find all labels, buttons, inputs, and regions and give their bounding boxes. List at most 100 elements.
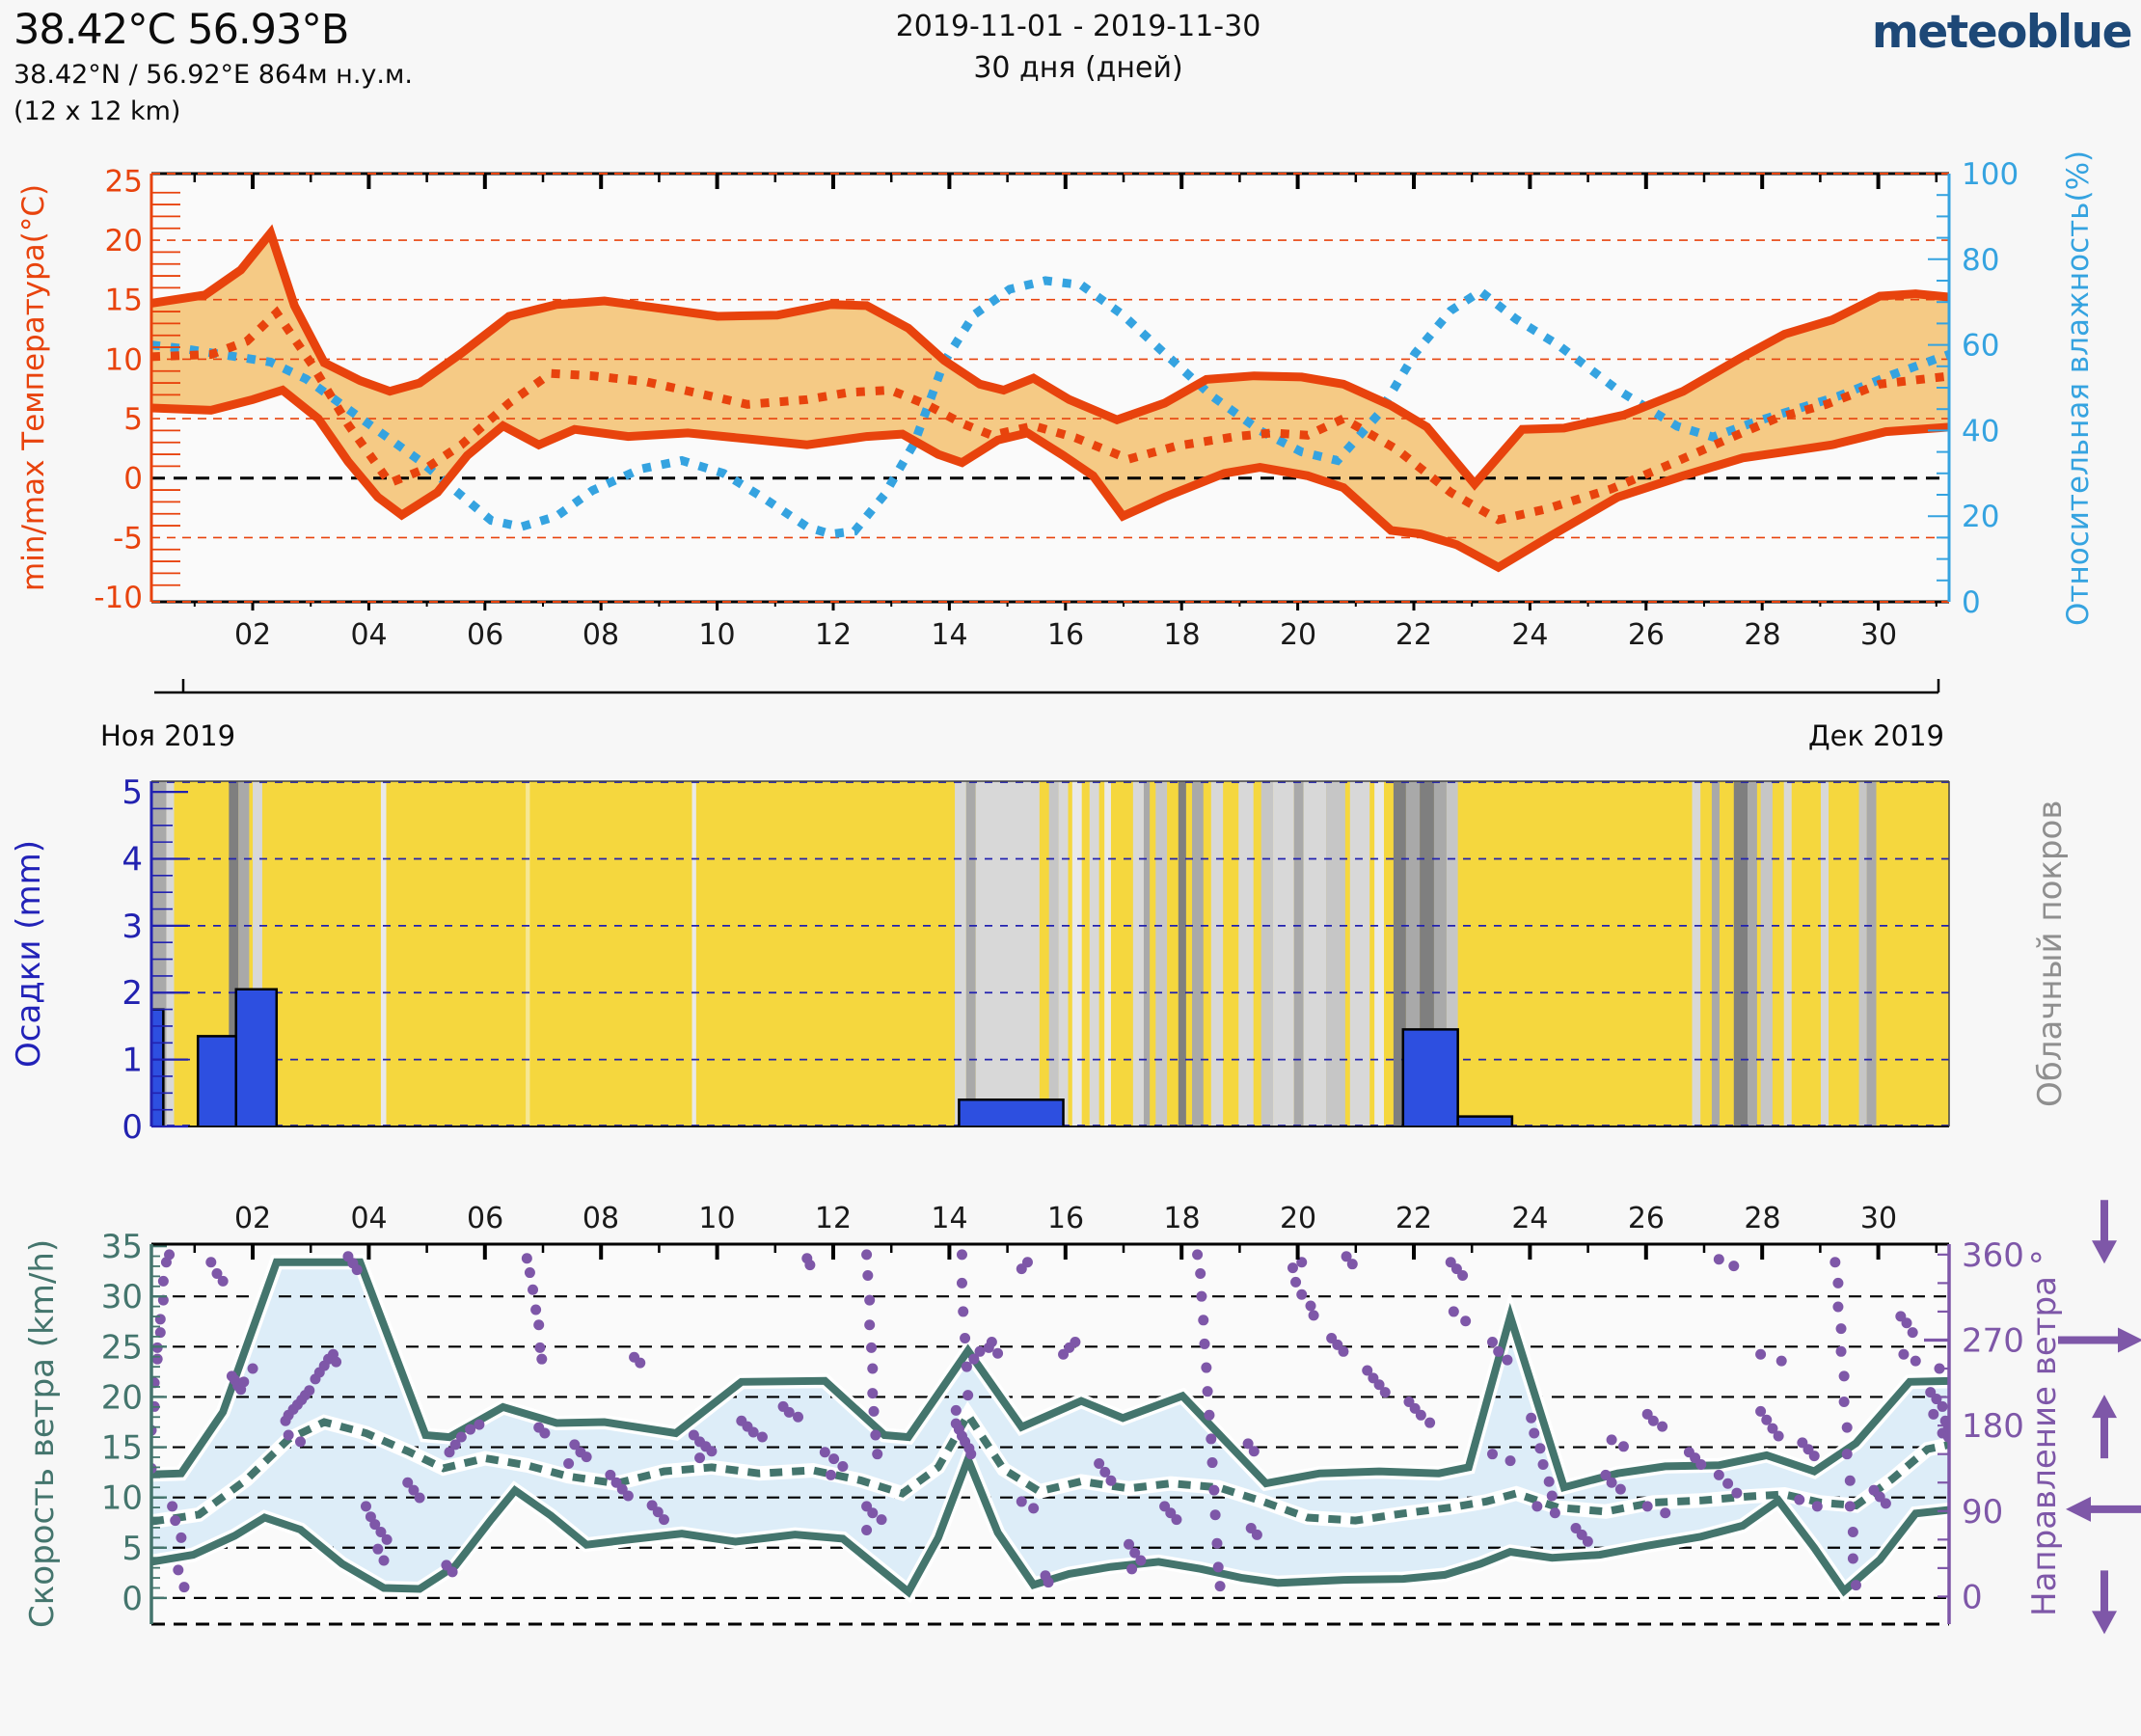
cloud-stripe bbox=[380, 781, 387, 1126]
wind-tick-label: 25 bbox=[101, 1328, 143, 1367]
day-label-wind: 26 bbox=[1628, 1202, 1665, 1235]
temp-tick-label: 15 bbox=[105, 284, 143, 318]
cloud-stripe bbox=[1733, 781, 1748, 1126]
day-label-wind: 10 bbox=[698, 1202, 735, 1235]
cloud-stripe bbox=[1374, 781, 1385, 1126]
temperature-band bbox=[151, 232, 1949, 568]
wind-tick-label: 20 bbox=[101, 1378, 143, 1417]
day-label: 04 bbox=[350, 618, 387, 652]
cloud-stripe bbox=[1238, 781, 1254, 1126]
cloud-stripe bbox=[1711, 781, 1720, 1126]
cloud-stripe bbox=[1821, 781, 1829, 1126]
temp-tick-label: -5 bbox=[113, 521, 143, 556]
precip-bar bbox=[234, 988, 279, 1126]
day-label: 14 bbox=[931, 618, 967, 652]
wind-tick-label: 0 bbox=[122, 1580, 143, 1618]
days-count: 30 дня (дней) bbox=[973, 51, 1183, 85]
wind-direction-arrow-left bbox=[2066, 1496, 2141, 1522]
humidity-tick-label: 20 bbox=[1962, 500, 1999, 534]
cloud-stripe bbox=[1326, 781, 1345, 1126]
wind-min-line bbox=[151, 1449, 1949, 1598]
temp-min-line bbox=[151, 385, 1949, 573]
cloud-stripe bbox=[1143, 781, 1151, 1126]
day-label-wind: 20 bbox=[1280, 1202, 1316, 1235]
cloud-stripe bbox=[1303, 781, 1327, 1126]
cloud-stripe bbox=[1748, 781, 1757, 1126]
humidity-tick-label: 60 bbox=[1962, 329, 1999, 364]
day-label: 16 bbox=[1047, 618, 1084, 652]
temperature-humidity-plot bbox=[151, 174, 1949, 602]
cloud-stripe bbox=[1349, 781, 1370, 1126]
precip-bar bbox=[958, 1099, 1065, 1126]
precip-bar bbox=[1456, 1115, 1514, 1126]
temp-max-line bbox=[151, 224, 1949, 491]
wind-mean-line bbox=[151, 1407, 1949, 1526]
wind-tick-label: 5 bbox=[122, 1530, 143, 1568]
cloud-cover-axis-label: Облачный покров bbox=[2031, 800, 2070, 1108]
day-label: 22 bbox=[1396, 618, 1432, 652]
precip-bar bbox=[196, 1035, 238, 1126]
humidity-tick-label: 0 bbox=[1962, 585, 1981, 620]
temp-tick-label: 10 bbox=[105, 342, 143, 377]
day-label-wind: 02 bbox=[234, 1202, 271, 1235]
wind-direction-arrow-down bbox=[2092, 1200, 2117, 1264]
day-label: 24 bbox=[1511, 618, 1548, 652]
date-range: 2019-11-01 - 2019-11-30 bbox=[895, 10, 1261, 43]
direction-tick-label: 180 bbox=[1962, 1407, 2024, 1446]
temp-tick-label: 20 bbox=[105, 224, 143, 258]
cloud-stripe bbox=[1058, 781, 1069, 1126]
humidity-axis-label: Относительная влажность(%) bbox=[2061, 149, 2096, 626]
cloud-stripe bbox=[1260, 781, 1274, 1126]
cloud-stripe bbox=[1132, 781, 1144, 1126]
grid-resolution: (12 x 12 km) bbox=[14, 96, 181, 126]
cloud-stripe bbox=[1104, 781, 1111, 1126]
cloud-stripe bbox=[1760, 781, 1773, 1126]
temperature-axis-label: min/max Температура(°C) bbox=[16, 183, 51, 592]
month-label-dec: Дек 2019 bbox=[1807, 719, 1944, 752]
humidity-tick-label: 100 bbox=[1962, 157, 2019, 192]
wind-speed-axis-label: Скорость ветра (km/h) bbox=[23, 1238, 62, 1628]
month-label-nov: Ноя 2019 bbox=[100, 719, 236, 752]
day-label-wind: 30 bbox=[1860, 1202, 1897, 1235]
day-label-wind: 14 bbox=[931, 1202, 967, 1235]
day-label-wind: 08 bbox=[583, 1202, 619, 1235]
location-title: 38.42°С 56.93°В bbox=[14, 6, 349, 54]
precip-tick-label: 4 bbox=[122, 840, 143, 879]
precip-tick-label: 3 bbox=[122, 908, 143, 946]
cloud-stripe bbox=[253, 781, 262, 1126]
day-label: 06 bbox=[467, 618, 503, 652]
direction-tick-label: 360 bbox=[1962, 1236, 2024, 1275]
day-label-wind: 16 bbox=[1047, 1202, 1084, 1235]
day-label: 18 bbox=[1163, 618, 1200, 652]
day-label-wind: 12 bbox=[815, 1202, 852, 1235]
header-center: 2019-11-01 - 2019-11-30 30 дня (дней) bbox=[692, 0, 1464, 85]
wind-direction-dots bbox=[151, 1249, 1949, 1593]
day-label: 20 bbox=[1280, 618, 1316, 652]
cloud-stripe bbox=[691, 781, 696, 1126]
direction-tick-label: 90 bbox=[1962, 1493, 2003, 1532]
wind-direction-arrow-down bbox=[2092, 1570, 2117, 1635]
precip-tick-label: 0 bbox=[122, 1108, 143, 1147]
cloud-stripe bbox=[1048, 781, 1059, 1126]
cloud-stripe bbox=[166, 781, 175, 1126]
cloud-stripe bbox=[1089, 781, 1099, 1126]
cloud-stripe bbox=[1210, 781, 1224, 1126]
direction-tick-label: 270 bbox=[1962, 1321, 2024, 1360]
precip-tick-label: 1 bbox=[122, 1042, 143, 1080]
wind-tick-label: 10 bbox=[101, 1479, 143, 1518]
meteoblue-logo: meteoblue bbox=[1871, 6, 2133, 59]
temp-mean-line bbox=[151, 306, 1949, 525]
day-label: 10 bbox=[698, 618, 735, 652]
precipitation-cloud-plot bbox=[151, 781, 1949, 1127]
day-label-wind: 28 bbox=[1744, 1202, 1780, 1235]
cloud-stripe bbox=[1273, 781, 1294, 1126]
temp-tick-label: 25 bbox=[105, 164, 143, 199]
precipitation-axis-label: Осадки (mm) bbox=[10, 840, 48, 1069]
wind-max-line bbox=[151, 1258, 1949, 1493]
day-label: 08 bbox=[583, 618, 619, 652]
temp-tick-label: 0 bbox=[123, 462, 143, 497]
wind-direction-axis-label: Направление ветра ° bbox=[2025, 1249, 2064, 1617]
cloud-stripe bbox=[1071, 781, 1082, 1126]
